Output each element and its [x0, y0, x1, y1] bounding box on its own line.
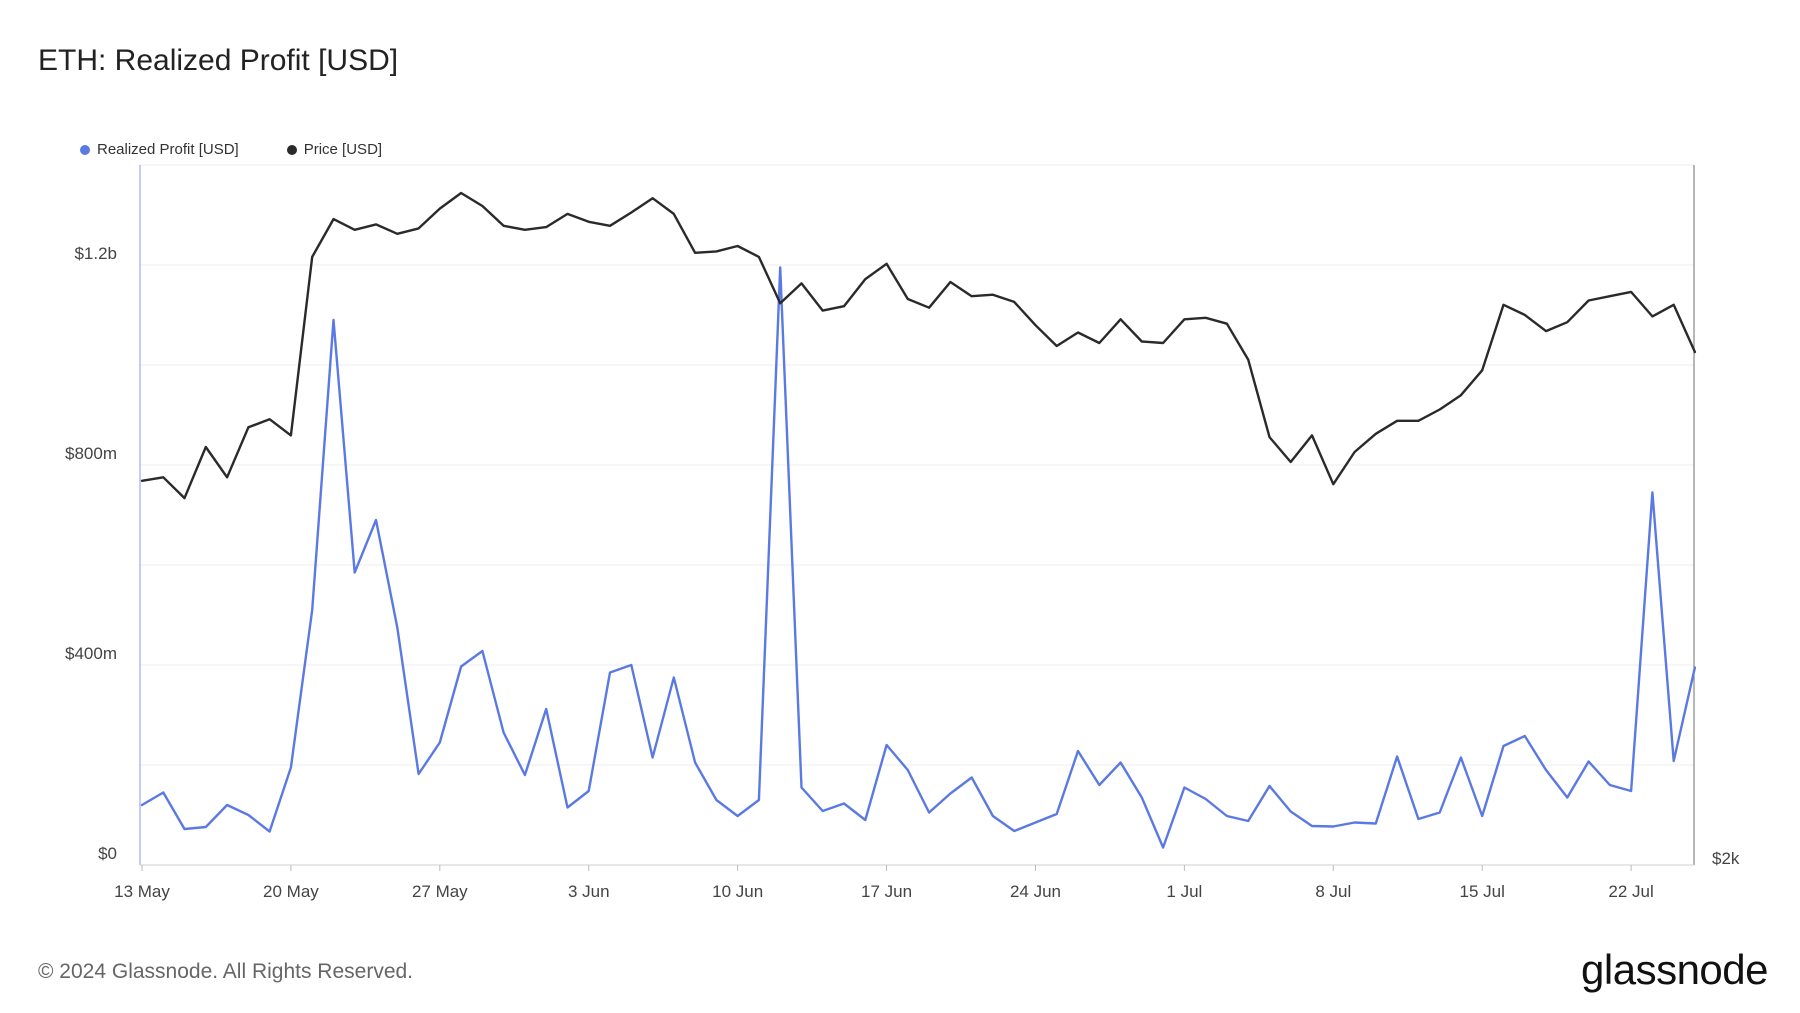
y-right-tick-label: $2k: [1712, 849, 1740, 868]
legend-label-price: Price [USD]: [303, 141, 383, 158]
x-tick-label: 24 Jun: [1010, 882, 1061, 901]
y-tick-label: $800m: [65, 444, 117, 463]
legend-dot-realized-profit: [80, 144, 90, 155]
series-line-realized-profit[interactable]: [140, 266, 1697, 849]
y-tick-label: $400m: [65, 644, 117, 663]
legend-item-realized-profit[interactable]: Realized Profit [USD]: [80, 141, 239, 158]
axes: [139, 165, 1695, 871]
x-tick-label: 22 Jul: [1608, 882, 1653, 901]
legend-dot-price: [286, 144, 297, 155]
x-tick-label: 17 Jun: [861, 882, 912, 901]
grid: [140, 164, 1694, 866]
footer-copyright: © 2024 Glassnode. All Rights Reserved.: [38, 960, 414, 983]
tick-labels: $0 $400m $800m $1.2b $2k 13 May 20 May 27 May 3 …: [65, 244, 1740, 901]
glassnode-logo: glassnode: [1581, 946, 1768, 993]
legend-item-price[interactable]: Price [USD]: [286, 141, 383, 158]
legend-label-realized-profit: Realized Profit [USD]: [97, 141, 239, 158]
y-tick-label: $0: [98, 844, 117, 863]
legend: Realized Profit [USD] Price [USD]: [80, 141, 382, 158]
x-tick-label: 1 Jul: [1166, 882, 1202, 901]
x-tick-label: 3 Jun: [568, 882, 610, 901]
series: [140, 191, 1697, 849]
x-tick-label: 10 Jun: [712, 882, 763, 901]
y-tick-label: $1.2b: [74, 244, 117, 263]
series-line-price[interactable]: [140, 191, 1697, 500]
x-tick-label: 27 May: [412, 882, 468, 901]
x-tick-label: 8 Jul: [1315, 882, 1351, 901]
x-tick-label: 20 May: [263, 882, 319, 901]
chart-title: ETH: Realized Profit [USD]: [38, 44, 399, 77]
x-tick-label: 13 May: [114, 882, 170, 901]
x-tick-label: 15 Jul: [1460, 882, 1505, 901]
